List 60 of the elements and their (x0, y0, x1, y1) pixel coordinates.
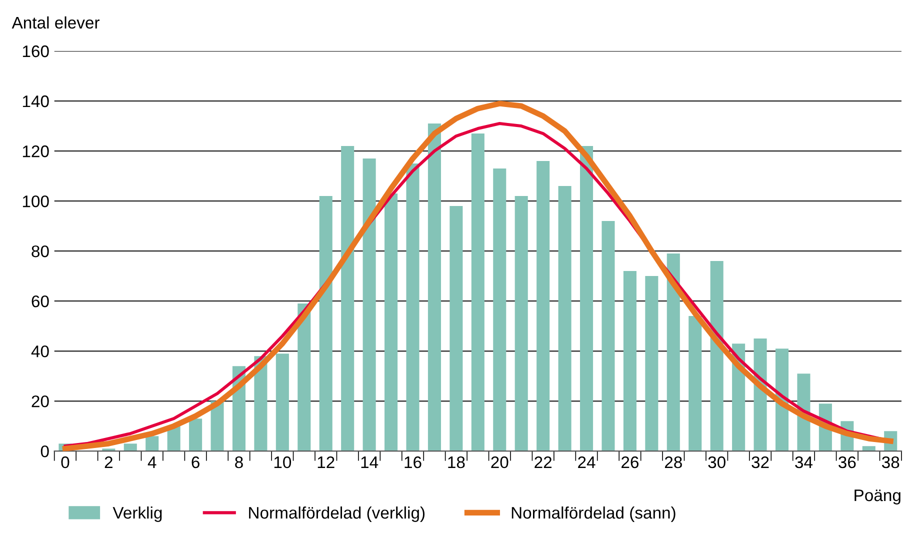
x-tick-label: 38 (882, 456, 900, 468)
x-axis-title: Poäng (854, 490, 900, 504)
bar (710, 261, 724, 452)
bar (450, 206, 463, 452)
bar (210, 401, 224, 452)
bar (645, 276, 658, 452)
bar (666, 254, 680, 452)
bar (493, 168, 506, 452)
x-tick-label: 8 (235, 456, 243, 468)
bar (602, 221, 615, 452)
y-tick-label: 80 (32, 245, 49, 258)
y-tick-label: 160 (22, 45, 49, 58)
bar (298, 304, 311, 452)
x-tick-label: 14 (361, 456, 378, 468)
x-tick-label: 30 (708, 456, 726, 468)
bar (189, 418, 202, 452)
x-tick-label: 32 (752, 456, 769, 468)
y-tick-label: 0 (40, 445, 49, 458)
x-tick-label: 22 (534, 456, 552, 468)
bar (319, 196, 332, 452)
bar (580, 146, 594, 452)
bar (362, 158, 376, 452)
y-tick-label: 120 (22, 145, 49, 158)
y-axis-title: Antal elever (12, 16, 100, 29)
x-tick-label: 36 (838, 456, 856, 468)
y-tick-label: 20 (32, 395, 49, 408)
x-tick-label: 6 (192, 456, 200, 468)
bar (623, 271, 636, 452)
bar (406, 164, 420, 452)
y-tick-label: 100 (22, 195, 49, 208)
y-tick-label: 140 (22, 95, 49, 108)
x-tick-label: 2 (104, 456, 112, 468)
y-tick-label: 60 (32, 295, 49, 308)
x-tick-label: 34 (795, 456, 813, 468)
legend-label: Normalfördelad (verklig) (249, 506, 425, 522)
x-tick-label: 24 (578, 456, 596, 468)
bar (341, 146, 354, 452)
bar (514, 196, 528, 452)
x-tick-label: 26 (622, 456, 638, 468)
bar (688, 316, 702, 452)
x-tick-label: 16 (404, 456, 422, 468)
bar (384, 194, 398, 452)
bar (146, 436, 159, 452)
bar (124, 444, 137, 452)
y-tick-label: 40 (31, 345, 49, 358)
x-tick-label: 20 (491, 456, 508, 468)
legend-label: Normalfördelad (sann) (512, 506, 676, 522)
bar (536, 161, 550, 452)
bar (276, 354, 289, 452)
x-tick-label: 18 (448, 456, 465, 468)
bar (471, 134, 484, 452)
legend-label: Verklig (112, 506, 162, 522)
x-tick-label: 0 (61, 456, 70, 468)
x-tick-label: 28 (664, 456, 682, 468)
x-tick-label: 10 (274, 456, 292, 468)
x-tick-label: 4 (148, 456, 156, 468)
x-tick-label: 12 (318, 456, 334, 468)
bar (428, 124, 441, 452)
bar (862, 446, 876, 452)
bar (558, 186, 572, 452)
